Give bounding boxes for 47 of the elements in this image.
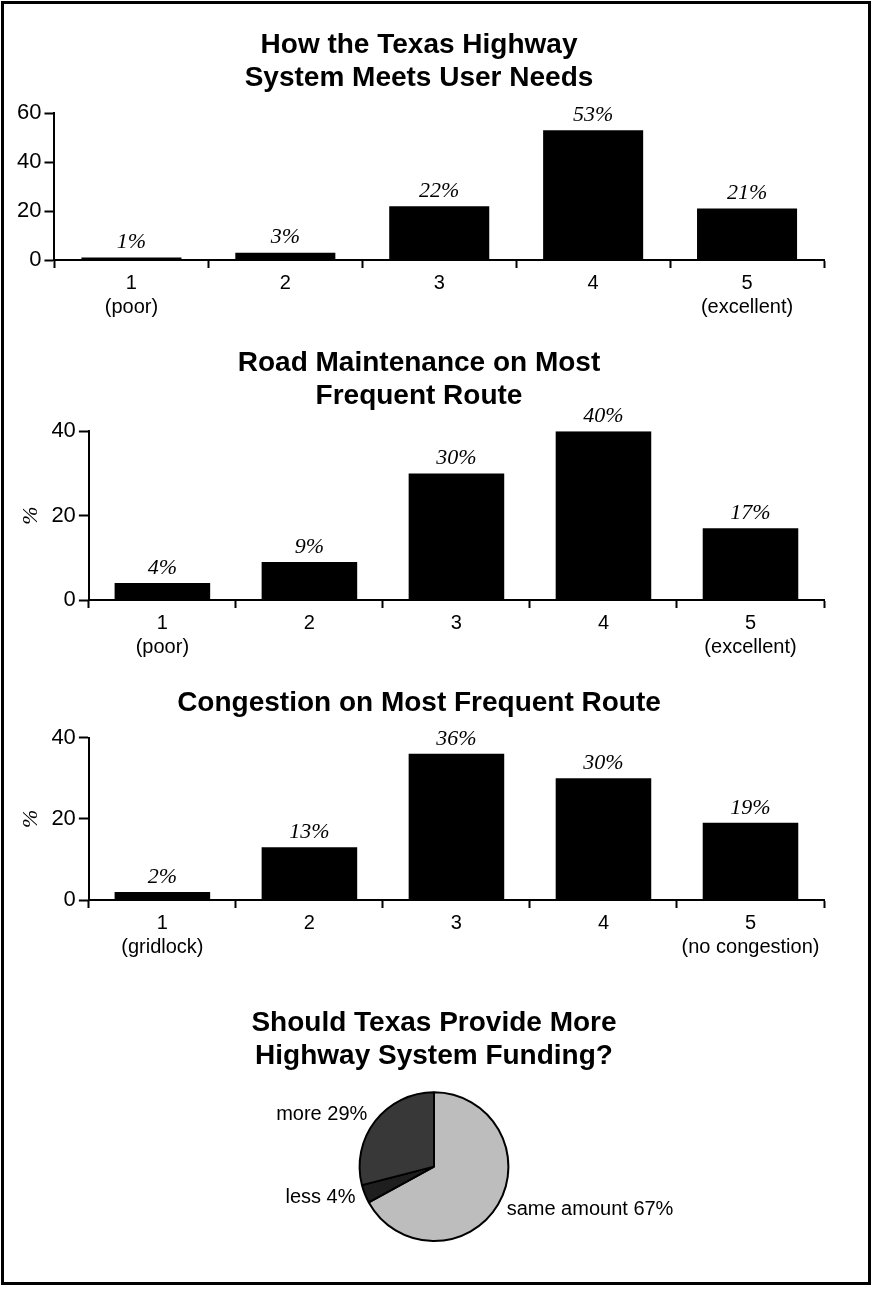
x-tick-label: 2 bbox=[303, 910, 315, 933]
x-tick-label: 5 (excellent) bbox=[704, 610, 797, 657]
y-axis-title: % bbox=[16, 809, 42, 828]
x-tick-label: 3 bbox=[450, 610, 462, 633]
x-tick-label: 2 bbox=[303, 610, 315, 633]
x-tick-label: 4 bbox=[597, 610, 610, 633]
data-label: 36% bbox=[435, 724, 477, 750]
y-tick-label: 60 bbox=[16, 99, 42, 125]
x-tick-label: 3 bbox=[433, 270, 445, 293]
y-axis-title: % bbox=[16, 506, 42, 525]
chart-title: Should Texas Provide More Highway System Funding? bbox=[251, 1005, 617, 1071]
data-label: 30% bbox=[582, 748, 624, 774]
data-label: 17% bbox=[730, 499, 771, 525]
slice-label: more 29% bbox=[276, 1102, 368, 1125]
y-tick-label: 0 bbox=[29, 246, 42, 272]
chart-title: How the Texas Highway System Meets User Needs bbox=[244, 27, 594, 93]
data-label: 3% bbox=[269, 223, 300, 249]
x-tick-label: 3 bbox=[450, 910, 462, 933]
y-tick-label: 20 bbox=[51, 501, 76, 527]
data-label: 9% bbox=[294, 532, 325, 558]
data-label: 19% bbox=[730, 793, 771, 819]
x-tick-label: 1 (gridlock) bbox=[121, 910, 204, 957]
data-label: 21% bbox=[726, 179, 768, 205]
data-label: 1% bbox=[116, 228, 147, 254]
x-tick-label: 5 (no congestion) bbox=[681, 910, 820, 957]
y-tick-label: 40 bbox=[51, 723, 76, 749]
y-tick-label: 0 bbox=[63, 886, 76, 912]
slice-label: same amount 67% bbox=[506, 1197, 674, 1220]
x-tick-label: 5 (excellent) bbox=[700, 270, 794, 317]
y-tick-label: 20 bbox=[16, 197, 42, 223]
x-tick-label: 4 bbox=[587, 270, 599, 293]
data-label: 2% bbox=[147, 862, 178, 888]
y-tick-label: 40 bbox=[16, 148, 42, 174]
chart-title: Congestion on Most Frequent Route bbox=[177, 685, 661, 717]
x-tick-label: 1 (poor) bbox=[104, 270, 159, 317]
x-tick-label: 1 (poor) bbox=[135, 610, 190, 657]
data-label: 30% bbox=[435, 444, 477, 470]
slice-label: less 4% bbox=[285, 1185, 356, 1208]
data-label: 13% bbox=[289, 818, 330, 843]
y-tick-label: 40 bbox=[51, 417, 76, 443]
data-label: 53% bbox=[572, 101, 614, 127]
y-tick-label: 20 bbox=[51, 804, 76, 830]
y-tick-label: 0 bbox=[63, 586, 76, 612]
x-tick-label: 4 bbox=[597, 910, 610, 933]
data-label: 4% bbox=[147, 553, 178, 579]
x-tick-label: 2 bbox=[279, 270, 291, 293]
data-label: 22% bbox=[419, 176, 460, 202]
